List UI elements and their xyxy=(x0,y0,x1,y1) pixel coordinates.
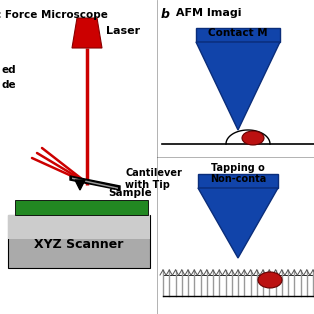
Polygon shape xyxy=(72,18,102,48)
Text: Tapping o: Tapping o xyxy=(211,163,265,173)
Text: de: de xyxy=(2,80,17,90)
Text: XYZ Scanner: XYZ Scanner xyxy=(34,238,124,251)
Text: c Force Microscope: c Force Microscope xyxy=(0,10,108,20)
Text: Cantilever
with Tip: Cantilever with Tip xyxy=(125,168,182,190)
Polygon shape xyxy=(15,200,148,215)
Polygon shape xyxy=(198,188,278,258)
Polygon shape xyxy=(8,215,150,268)
Text: ed: ed xyxy=(2,65,17,75)
Polygon shape xyxy=(198,174,278,188)
Ellipse shape xyxy=(258,272,282,288)
Polygon shape xyxy=(196,42,280,130)
Text: Contact M: Contact M xyxy=(208,28,268,38)
Ellipse shape xyxy=(242,131,264,145)
Polygon shape xyxy=(75,180,85,190)
Text: Laser: Laser xyxy=(106,26,140,36)
Polygon shape xyxy=(196,28,280,42)
Text: Non-conta: Non-conta xyxy=(210,174,266,184)
Text: b: b xyxy=(161,8,170,21)
Text: AFM Imagi: AFM Imagi xyxy=(172,8,241,18)
Polygon shape xyxy=(8,215,150,239)
Polygon shape xyxy=(72,177,118,189)
Text: Sample: Sample xyxy=(108,188,152,198)
Polygon shape xyxy=(70,176,120,190)
